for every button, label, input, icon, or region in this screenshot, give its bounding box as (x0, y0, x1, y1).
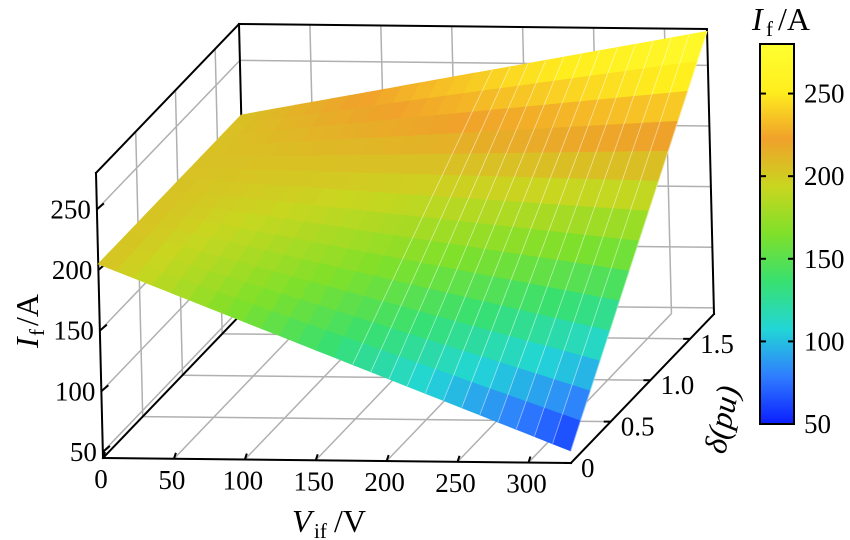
colorbar-tick-label: 150 (804, 244, 845, 274)
x-axis-title-sub: if (314, 519, 327, 540)
z-tick-mark (96, 202, 105, 211)
colorbar-tick-label: 100 (804, 326, 845, 356)
x-tick-mark (385, 454, 390, 462)
x-axis-title: V if /V (292, 503, 366, 540)
surface-mesh-line (352, 69, 493, 365)
y-axis-title: δ(pu) (697, 382, 746, 456)
z-tick-label: 100 (55, 376, 96, 406)
z-axis-title-main: I (9, 336, 45, 349)
y-tick-label: 1.0 (660, 370, 694, 400)
box-edge (101, 456, 573, 465)
x-tick-label: 300 (506, 469, 547, 499)
x-axis-title-main: V (292, 503, 315, 539)
z-tick-label: 250 (50, 194, 91, 224)
z-tick-label: 150 (53, 316, 94, 346)
x-tick-label: 0 (94, 464, 108, 494)
surface-mesh-line (497, 44, 636, 423)
colorbar-gradient (759, 43, 795, 425)
colorbar-ticks: 50 100 150 200 250 (760, 79, 845, 439)
x-tick-label: 100 (223, 466, 264, 496)
colorbar-tick-label: 200 (804, 161, 845, 191)
z-tick-mark (102, 445, 111, 453)
z-tick-mark (99, 323, 108, 332)
y-tick-label: 0.5 (621, 412, 655, 442)
tick-labels: 0 50 100 150 200 250 30000.51.01.5501001502002… (50, 194, 734, 498)
x-tick-mark (243, 453, 248, 460)
z-tick-mark (100, 384, 110, 393)
side-grid-line (102, 302, 247, 453)
x-tick-mark (456, 455, 461, 463)
surface-mesh-line (370, 66, 511, 372)
x-axis-title-unit: /V (334, 503, 366, 539)
box-edge (94, 171, 105, 460)
x-tick-label: 50 (158, 465, 185, 495)
colorbar-tick-label: 250 (804, 79, 845, 109)
y-axis-title-main: δ(pu) (697, 382, 746, 456)
box-edge (705, 27, 716, 316)
colorbar: 50 100 150 200 250 I f /A (751, 1, 845, 439)
surface-mesh-line (515, 40, 654, 430)
z-tick-label: 200 (52, 255, 93, 285)
box-edge (94, 22, 241, 175)
colorbar-tick-label: 50 (804, 409, 831, 439)
z-axis-title-sub: f (25, 329, 49, 336)
colorbar-title-sub: f (766, 17, 773, 41)
surface-mesh-line (424, 56, 565, 394)
x-tick-label: 150 (293, 466, 334, 496)
x-tick-mark (314, 453, 319, 461)
surface-mesh-line (461, 50, 600, 408)
x-tick-mark (102, 451, 106, 459)
y-tick-label: 1.5 (700, 329, 734, 359)
surface-mesh-line (479, 47, 618, 416)
surface-mesh-line (552, 34, 690, 444)
surface-mesh-line (406, 60, 547, 387)
z-axis-title: I f /A (9, 294, 49, 349)
colorbar-title: I f /A (751, 1, 810, 41)
x-tick-label: 200 (364, 467, 405, 497)
box-edge (101, 307, 248, 460)
x-tick-mark (172, 452, 177, 460)
colorbar-title-unit: /A (778, 1, 810, 37)
colorbar-title-main: I (751, 1, 764, 37)
surface-mesh-line (443, 53, 582, 401)
x-tick-label: 250 (435, 468, 476, 498)
box-edge (237, 22, 709, 31)
z-tick-label: 50 (70, 437, 97, 467)
side-grid-line (96, 59, 241, 210)
surface (97, 30, 708, 452)
surface-mesh-line (388, 63, 529, 380)
surface-mesh-line (534, 37, 672, 437)
z-axis-title-unit: /A (9, 294, 45, 326)
surface-mesh-line (570, 31, 708, 452)
y-tick-label: 0 (581, 453, 595, 483)
x-tick-mark (527, 456, 532, 463)
